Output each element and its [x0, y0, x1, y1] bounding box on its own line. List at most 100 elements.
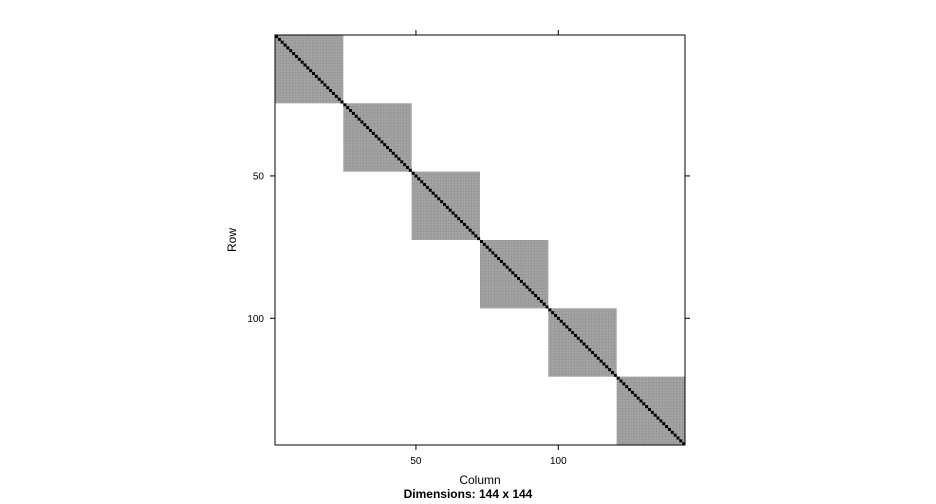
diagonal-cell: [471, 231, 475, 235]
diagonal-cell: [280, 40, 284, 44]
diagonal-cell: [539, 299, 543, 303]
diagonal-cell: [391, 151, 395, 155]
diagonal-cell: [437, 197, 441, 201]
diagonal-cell: [283, 43, 287, 47]
diagonal-cell: [645, 405, 649, 409]
diagonal-cell: [400, 160, 404, 164]
diagonal-cell: [579, 339, 583, 343]
diagonal-cell: [525, 285, 529, 289]
diagonal-cell: [502, 262, 506, 266]
diagonal-cell: [514, 274, 518, 278]
diagonal-cell: [474, 234, 478, 238]
diagonal-cell: [431, 191, 435, 195]
diagonal-cell: [277, 37, 281, 41]
diagonal-cell: [320, 80, 324, 84]
diagonal-cell: [340, 100, 344, 104]
diagonal-cell: [647, 407, 651, 411]
diagonal-cell: [460, 220, 464, 224]
diagonal-cell: [628, 388, 632, 392]
diagonal-cell: [488, 248, 492, 252]
diagonal-cell: [494, 254, 498, 258]
tick-labels: 50 100 50 100: [247, 171, 567, 467]
diagonal-cell: [363, 123, 367, 127]
diagonal-cell: [303, 63, 307, 67]
diagonal-cell: [517, 277, 521, 281]
diagonal-cell: [548, 308, 552, 312]
diagonal-cell: [588, 348, 592, 352]
diagonal-cell: [462, 222, 466, 226]
diagonal-cell: [371, 131, 375, 135]
diagonal-cell: [596, 356, 600, 360]
diagonal-cell: [568, 328, 572, 332]
chart-subtitle: Dimensions: 144 x 144: [404, 487, 533, 501]
diagonal-cell: [300, 60, 304, 64]
diagonal-cell: [414, 174, 418, 178]
axis-ticks: [270, 30, 690, 450]
diagonal-cell: [297, 57, 301, 61]
diagonal-cell: [317, 77, 321, 81]
diagonal-cell: [349, 109, 353, 113]
diagonal-cell: [619, 379, 623, 383]
diagonal-cell: [573, 333, 577, 337]
diagonal-cell: [630, 390, 634, 394]
diagonal-cell: [593, 353, 597, 357]
diagonal-cell: [616, 376, 620, 380]
diagonal-cell: [554, 314, 558, 318]
diagonal-cell: [565, 325, 569, 329]
diagonal-cell: [505, 265, 509, 269]
diagonal-cell: [477, 237, 481, 241]
y-tick-label: 100: [247, 314, 264, 325]
diagonal-cell: [420, 180, 424, 184]
diagonal-cell: [485, 245, 489, 249]
diagonal-cell: [425, 185, 429, 189]
diagonal-cell: [679, 439, 683, 443]
diagonal-cell: [534, 294, 538, 298]
diagonal-cell: [394, 154, 398, 158]
diagonal-cell: [468, 228, 472, 232]
diagonal-cell: [457, 217, 461, 221]
diagonal-cell: [562, 322, 566, 326]
diagonal-cell: [292, 52, 296, 56]
diagonal-cell: [682, 442, 686, 446]
diagonal-cell: [442, 202, 446, 206]
diagonal-cell: [551, 311, 555, 315]
diagonal-cell: [331, 91, 335, 95]
diagonal-cell: [599, 359, 603, 363]
diagonal-cell: [542, 302, 546, 306]
diagonal-cell: [337, 97, 341, 101]
diagonal-cell: [497, 257, 501, 261]
diagonal-cell: [411, 171, 415, 175]
diagonal-cell: [585, 345, 589, 349]
diagonal-cell: [386, 146, 390, 150]
diagonal-cell: [667, 427, 671, 431]
diagonal-cell: [423, 183, 427, 187]
diagonal-cell: [289, 49, 293, 53]
diagonal-cell: [636, 396, 640, 400]
diagonal-cell: [591, 351, 595, 355]
diagonal-cell: [366, 126, 370, 130]
diagonal-cell: [428, 188, 432, 192]
diagonal-cell: [608, 368, 612, 372]
y-axis-title: Row: [225, 228, 239, 252]
diagonal-cell: [440, 200, 444, 204]
diagonal-cell: [482, 242, 486, 246]
diagonal-cell: [275, 35, 278, 38]
diagonal-cell: [403, 163, 407, 167]
diagonal-cell: [531, 291, 535, 295]
diagonal-cell: [665, 425, 669, 429]
diagonal-cell: [360, 120, 364, 124]
diagonal-cell: [383, 143, 387, 147]
diagonal-cell: [639, 399, 643, 403]
diagonal-cell: [673, 433, 677, 437]
diagonal-cell: [309, 69, 313, 73]
diagonal-cell: [625, 385, 629, 389]
diagonal-cell: [465, 225, 469, 229]
plot-frame: [274, 34, 686, 446]
diagonal-cell: [670, 430, 674, 434]
diagonal-cell: [633, 393, 637, 397]
x-tick-label: 50: [410, 456, 422, 467]
diagonal-cell: [491, 251, 495, 255]
diagonal-cell: [286, 46, 290, 50]
x-axis-title: Column: [459, 473, 500, 487]
